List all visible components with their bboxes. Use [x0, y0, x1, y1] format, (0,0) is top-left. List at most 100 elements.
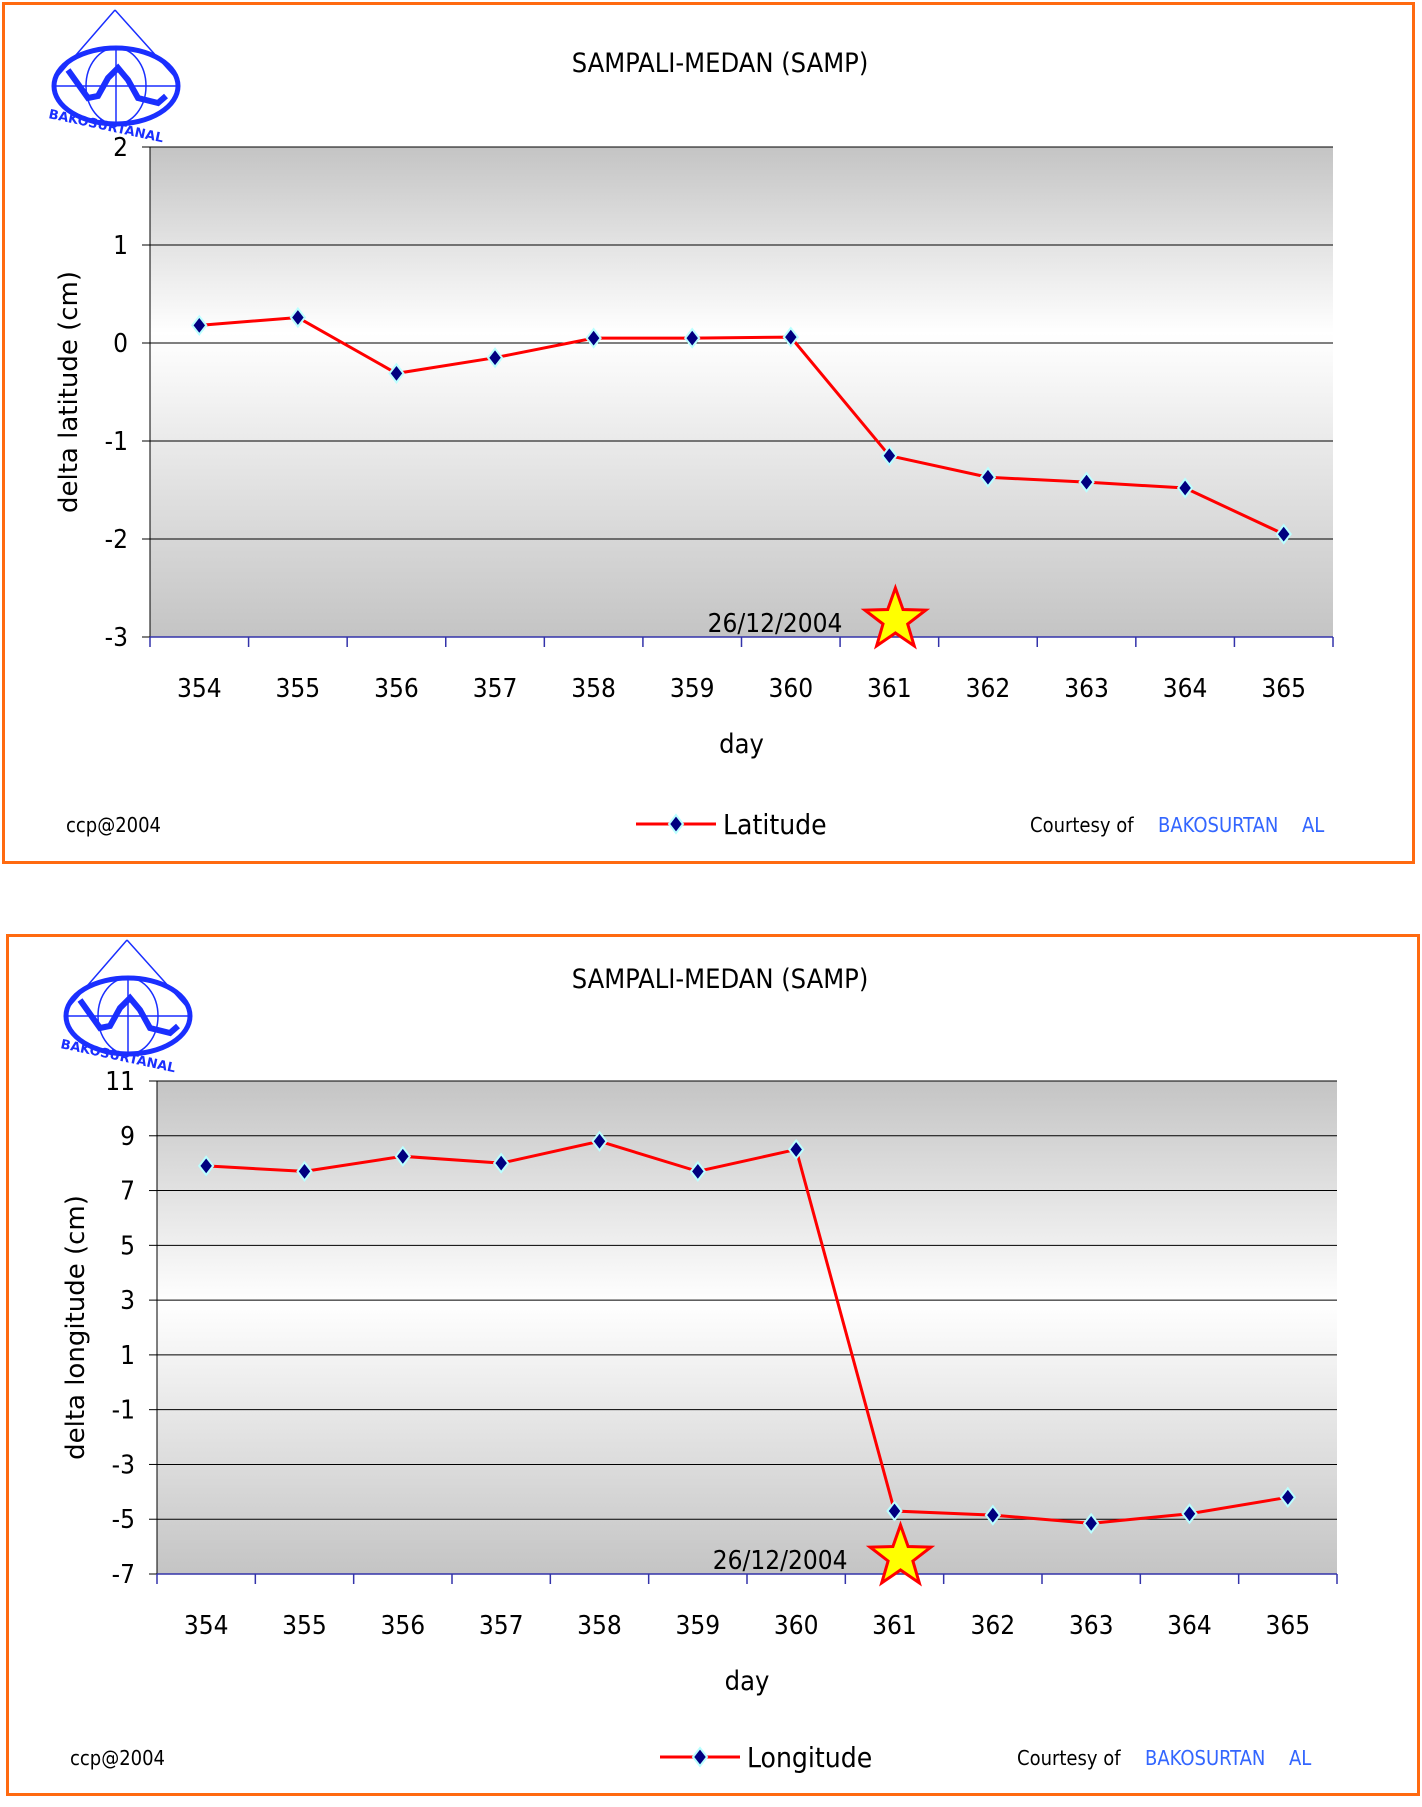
x-tick-label: 357: [473, 674, 518, 704]
earthquake-star-icon: [860, 583, 931, 650]
y-tick-label: -3: [105, 623, 128, 653]
legend-label: Latitude: [723, 808, 827, 841]
x-tick-label: 359: [670, 674, 715, 704]
islands-shape: [65, 63, 168, 107]
x-tick-label: 365: [1266, 1611, 1311, 1641]
x-tick-label: 363: [1064, 674, 1109, 704]
y-tick-label: -3: [112, 1450, 135, 1480]
data-point: [886, 1500, 903, 1522]
x-tick-label: 364: [1167, 1611, 1212, 1641]
data-point: [486, 347, 504, 369]
y-tick-label: -2: [105, 525, 128, 555]
x-tick-label: 354: [184, 1611, 229, 1641]
data-point: [782, 326, 800, 348]
x-tick-label: 358: [571, 674, 616, 704]
y-tick-label: 7: [120, 1177, 135, 1207]
data-point: [1176, 477, 1194, 499]
x-tick-label: 360: [768, 674, 813, 704]
bakosurtanal-logo: BAKOSURTANAL: [59, 939, 193, 1076]
legend-marker-icon: [691, 1746, 709, 1768]
y-tick-label: 5: [120, 1231, 135, 1261]
x-tick-label: 359: [676, 1611, 721, 1641]
x-tick-label: 355: [276, 674, 321, 704]
plot-area: [157, 1081, 1337, 1574]
y-tick-label: 0: [113, 329, 128, 359]
y-tick-label: 1: [113, 231, 128, 261]
y-tick-label: 2: [113, 133, 128, 163]
data-point: [289, 306, 307, 329]
longitude-chart-frame: [6, 934, 1420, 1796]
x-axis-title: day: [719, 729, 764, 760]
annotation-date: 26/12/2004: [713, 1546, 848, 1576]
series-line-latitude: [199, 315, 1285, 536]
islands-shape: [77, 993, 180, 1037]
data-point: [197, 1155, 215, 1177]
y-tick-label: -7: [112, 1560, 135, 1590]
plot-area: [150, 147, 1333, 637]
earthquake-star-icon: [865, 1520, 936, 1587]
data-point: [787, 1138, 805, 1161]
bakosurtanal-logo: BAKOSURTANAL: [47, 9, 181, 146]
y-axis-title: delta latitude (cm): [54, 271, 84, 513]
x-tick-label: 356: [374, 674, 419, 704]
data-point: [1078, 471, 1095, 493]
y-tick-label: -1: [112, 1396, 135, 1426]
copyright-text: ccp@2004: [66, 813, 161, 837]
x-tick-label: 355: [282, 1611, 327, 1641]
series-line-longitude: [206, 1139, 1289, 1525]
y-tick-label: -5: [112, 1505, 135, 1535]
copyright-text: ccp@2004: [70, 1746, 165, 1770]
longitude-chart: 11 9 7 5 3 1 -1 -3 -5 -7 354 355 356 357 358 359 360 361 3…: [59, 939, 1338, 1774]
x-tick-label: 362: [966, 674, 1011, 704]
y-tick-label: 9: [120, 1122, 135, 1152]
x-tick-label: 357: [479, 1611, 524, 1641]
chart-title: SAMPALI-MEDAN (SAMP): [572, 964, 869, 995]
x-tick-label: 358: [577, 1611, 622, 1641]
data-point: [191, 314, 208, 336]
x-axis-title: day: [725, 1666, 770, 1697]
data-point: [585, 327, 602, 349]
legend-label: Longitude: [747, 1741, 872, 1774]
courtesy-org-suffix: AL: [1302, 813, 1324, 837]
data-point: [683, 327, 701, 349]
x-tick-label: 364: [1163, 674, 1208, 704]
x-tick-label: 361: [872, 1611, 917, 1641]
x-tick-label: 354: [177, 674, 222, 704]
data-point: [1082, 1512, 1100, 1534]
legend-marker-icon: [667, 813, 685, 835]
data-point: [388, 362, 405, 385]
data-point: [984, 1504, 1002, 1526]
x-tick-label: 362: [971, 1611, 1016, 1641]
courtesy-label: Courtesy of: [1017, 1746, 1121, 1770]
x-tick-label: 361: [867, 674, 912, 704]
y-tick-label: 3: [120, 1286, 135, 1316]
x-tick-label: 365: [1261, 674, 1306, 704]
x-tick-label: 360: [774, 1611, 819, 1641]
data-point: [1181, 1503, 1198, 1525]
latitude-chart: 2 1 0 -1 -2 -3 354 355 356 357 358 359 360 361 362 363 3…: [47, 9, 1334, 841]
data-point: [394, 1145, 412, 1167]
logo-text: BAKOSURTANAL: [47, 107, 165, 146]
annotation-date: 26/12/2004: [708, 609, 843, 639]
data-point: [979, 466, 997, 488]
y-tick-label: 11: [105, 1067, 135, 1097]
data-point: [492, 1152, 510, 1174]
y-tick-label: 1: [120, 1341, 135, 1371]
y-tick-label: -1: [105, 427, 128, 457]
data-point: [1275, 523, 1292, 545]
data-point: [689, 1160, 707, 1183]
courtesy-org: BAKOSURTAN: [1158, 813, 1278, 837]
data-point: [1279, 1486, 1297, 1508]
chart-title: SAMPALI-MEDAN (SAMP): [572, 48, 869, 79]
courtesy-org-suffix: AL: [1289, 1746, 1311, 1770]
latitude-chart-frame: [2, 2, 1415, 864]
data-point: [591, 1130, 608, 1152]
x-tick-label: 363: [1069, 1611, 1114, 1641]
courtesy-label: Courtesy of: [1030, 813, 1134, 837]
courtesy-org: BAKOSURTAN: [1145, 1746, 1265, 1770]
y-axis-title: delta longitude (cm): [61, 1195, 91, 1460]
data-point: [881, 445, 898, 467]
x-tick-label: 356: [381, 1611, 426, 1641]
data-point: [296, 1160, 313, 1183]
